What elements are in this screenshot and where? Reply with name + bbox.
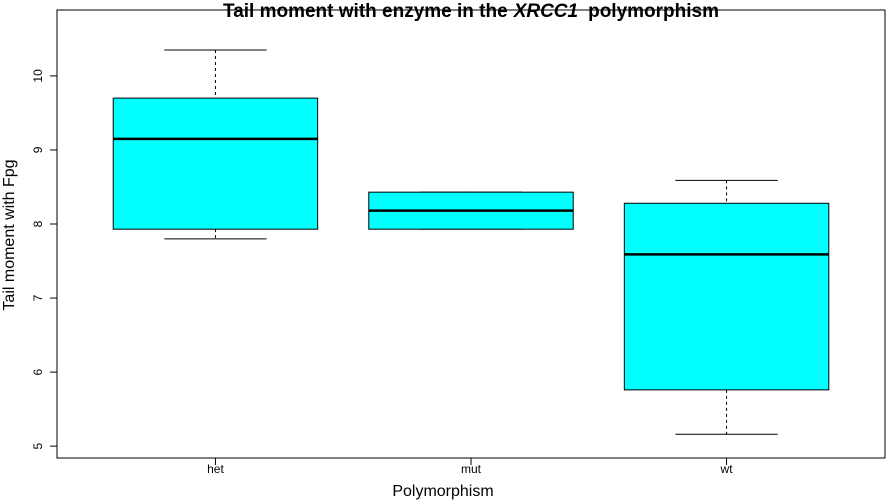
title-part: Tail moment with enzyme in the (223, 1, 508, 22)
y-tick-label: 7 (31, 294, 45, 301)
chart-title: Tail moment with enzyme in the XRCC1 polym… (223, 1, 719, 22)
x-tick-label: mut (461, 462, 482, 476)
box (623, 202, 830, 391)
x-tick-label: het (207, 462, 224, 476)
y-tick-label: 9 (31, 146, 45, 153)
y-tick-label: 8 (31, 220, 45, 227)
x-tick-label: wt (720, 462, 734, 476)
y-axis-label: Tail moment with Fpg (1, 159, 18, 310)
title-part: XRCC1 (513, 1, 578, 22)
x-axis-label: Polymorphism (392, 483, 493, 500)
y-tick-label: 10 (31, 69, 45, 83)
y-tick-label: 5 (31, 442, 45, 449)
title-part: polymorphism (588, 1, 719, 22)
box (112, 97, 319, 230)
y-tick-label: 6 (31, 368, 45, 375)
